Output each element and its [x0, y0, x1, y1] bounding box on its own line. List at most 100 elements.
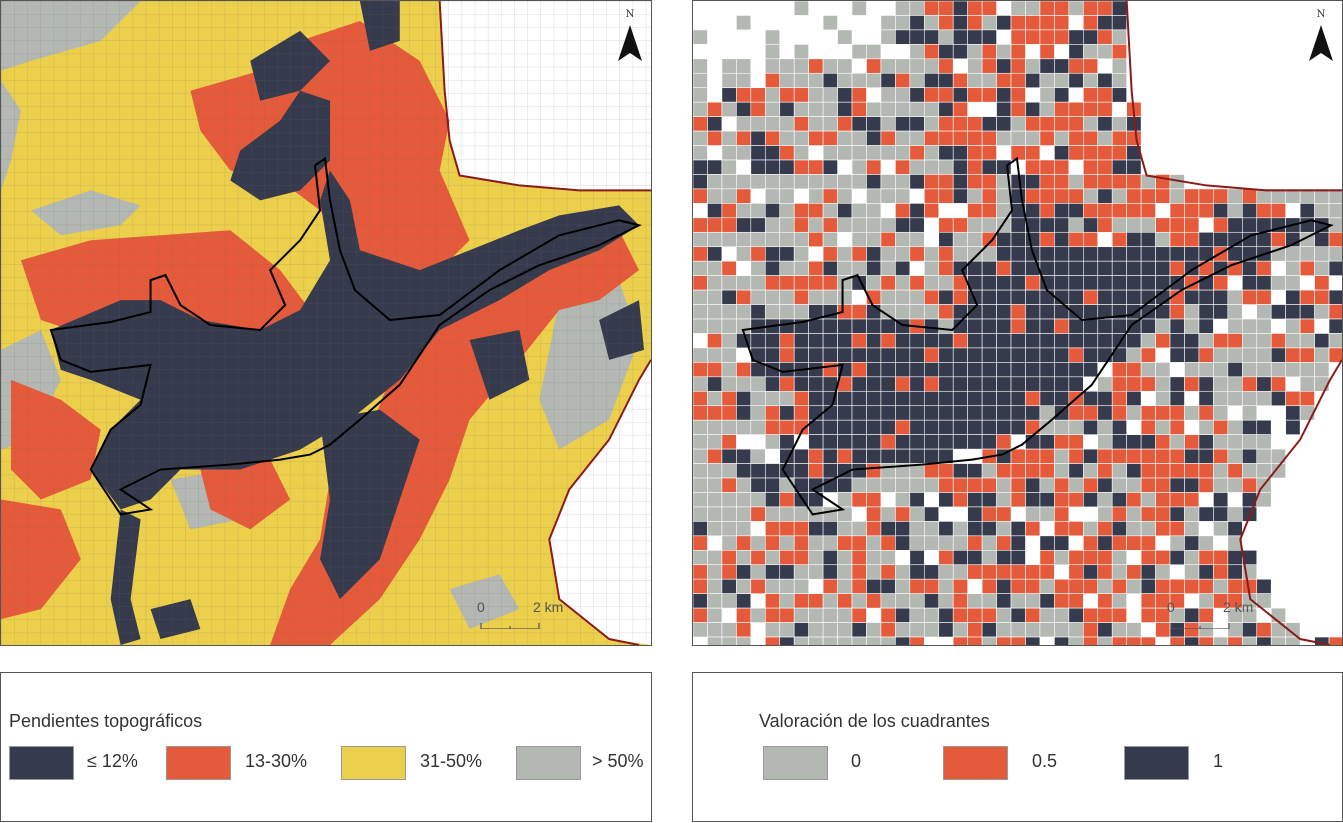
quadrant-cell [895, 260, 911, 276]
quadrant-cell [1198, 506, 1214, 522]
quadrant-cell [837, 622, 853, 638]
quadrant-cell [1097, 116, 1113, 132]
quadrant-cell [1010, 44, 1026, 60]
quadrant-cell [866, 246, 882, 262]
quadrant-cell [967, 492, 983, 508]
quadrant-cell [952, 44, 968, 60]
quadrant-cell [1314, 362, 1330, 378]
quadrant-cell [938, 44, 954, 60]
quadrant-cell [1270, 390, 1286, 407]
quadrant-cell [1054, 347, 1070, 363]
quadrant-cell [1111, 246, 1127, 262]
quadrant-cell [721, 275, 737, 291]
quadrant-cell [851, 203, 867, 219]
quadrant-cell [895, 130, 911, 146]
quadrant-cell [996, 434, 1012, 450]
quadrant-cell [1256, 593, 1272, 609]
quadrant-cell [851, 578, 867, 594]
quadrant-cell [764, 217, 781, 233]
quadrant-cell [1010, 130, 1026, 146]
quadrant-cell [707, 434, 723, 450]
quadrant-cell [1155, 578, 1171, 594]
quadrant-cell [693, 188, 708, 204]
quadrant-cell [1068, 405, 1084, 421]
quadrant-cell [779, 535, 795, 551]
quadrant-cell [1198, 463, 1214, 479]
quadrant-cell [1068, 58, 1084, 74]
quadrant-cell [822, 116, 838, 132]
quadrant-cell [837, 477, 853, 493]
quadrant-cell [793, 448, 809, 464]
quadrant-cell [1097, 333, 1113, 349]
quadrant-cell [1010, 448, 1026, 464]
quadrant-cell [996, 130, 1012, 146]
quadrant-cell [938, 188, 954, 204]
quadrant-cell [967, 333, 983, 349]
quadrant-cell [1256, 260, 1272, 276]
quadrant-cell [1082, 521, 1099, 537]
quadrant-cell [952, 578, 968, 594]
quadrant-cell [1039, 159, 1055, 175]
quadrant-cell [938, 159, 954, 175]
quadrant-cell [851, 1, 867, 16]
quadrant-cell [1111, 145, 1127, 161]
quadrant-cell [981, 333, 997, 349]
quadrant-cell [981, 492, 997, 508]
quadrant-cell [764, 535, 781, 551]
quadrant-cell [851, 347, 867, 363]
quadrant-cell [1314, 347, 1330, 363]
quadrant-cell [866, 362, 882, 378]
quadrant-cell [1155, 260, 1171, 276]
quadrant-cell [1242, 203, 1258, 219]
quadrant-cell [1097, 188, 1113, 204]
quadrant-cell [952, 174, 968, 190]
quadrant-cell [1140, 564, 1156, 580]
quadrant-cell [1184, 535, 1200, 551]
quadrant-cell [1111, 549, 1127, 566]
quadrant-cell [1097, 434, 1113, 450]
quadrant-cell [764, 607, 781, 623]
quadrant-cell [736, 607, 752, 623]
quadrant-cell [1126, 390, 1142, 407]
quadrant-cell [1082, 87, 1099, 103]
quadrant-cell [793, 159, 809, 175]
quadrant-cell [693, 390, 708, 407]
quadrant-cell [1111, 44, 1127, 60]
study-area-outline [741, 156, 1334, 516]
quadrant-cell [1039, 101, 1055, 117]
quadrant-cell [1155, 231, 1171, 248]
quadrant-cell [1285, 347, 1301, 363]
quadrant-cell [967, 44, 983, 60]
quadrant-cell [967, 188, 983, 204]
quadrant-cell [1256, 362, 1272, 378]
quadrant-cell [837, 535, 853, 551]
quadrant-cell [1169, 260, 1185, 276]
quadrant-cell [1054, 434, 1070, 450]
quadrant-cell [1068, 521, 1084, 537]
quadrant-cell [1169, 231, 1185, 248]
quadrant-cell [750, 390, 766, 407]
quadrant-cell [764, 116, 781, 132]
quadrant-cell [1039, 44, 1055, 60]
quadrant-cell [750, 289, 766, 305]
quadrant-cell [996, 188, 1012, 204]
quadrant-cell [1082, 564, 1099, 580]
quadrant-cell [822, 275, 838, 291]
quadrant-cell [707, 159, 723, 175]
quadrant-cell [1198, 260, 1214, 276]
quadrant-cell [1126, 521, 1142, 537]
quadrant-cell [967, 203, 983, 219]
quadrant-cell [779, 174, 795, 190]
quadrant-cell [693, 578, 708, 594]
quadrant-cell [1111, 188, 1127, 204]
quadrant-cell [808, 593, 824, 609]
quadrant-cell [1082, 333, 1099, 349]
quadrant-cell [1025, 564, 1041, 580]
quadrant-cell [1285, 275, 1301, 291]
quadrant-cell [851, 72, 867, 89]
quadrant-cell [793, 390, 809, 407]
quadrant-cell [923, 564, 940, 580]
quadrant-cell [1213, 521, 1229, 537]
quadrant-cell [880, 636, 896, 645]
quadrant-cell [1039, 130, 1055, 146]
